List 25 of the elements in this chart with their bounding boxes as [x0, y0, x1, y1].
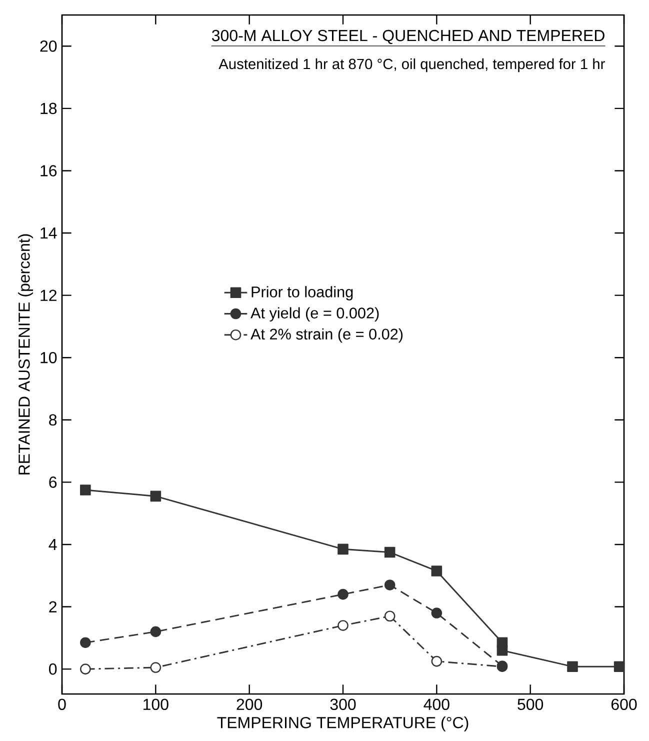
x-tick-label: 500: [518, 698, 544, 710]
y-axis-title: RETAINED AUSTENITE (percent): [18, 234, 34, 474]
x-tick-label: 300: [330, 698, 356, 710]
x-tick-label: 100: [144, 698, 168, 710]
text: 300-M ALLOY STEEL - QUENCHED AND TEMPERED: [212, 30, 604, 44]
y-tick-label: 16: [40, 165, 57, 176]
x-tick-label: 400: [424, 698, 450, 710]
x-axis-title: TEMPERING TEMPERATURE (°C): [217, 716, 468, 732]
legend-label: At 2% strain (e = 0.02): [250, 328, 403, 343]
x-tick-label: 0: [58, 698, 66, 710]
legend-label: Prior to loading: [252, 286, 353, 300]
x-tick-label: 600: [611, 698, 637, 710]
y-tick-label: 2: [49, 601, 56, 612]
y-tick-label: 4: [48, 538, 57, 550]
y-tick-label: 20: [40, 40, 57, 52]
y-tick-label: 14: [40, 228, 57, 239]
y-tick-label: 12: [40, 290, 56, 301]
y-tick-label: 10: [40, 352, 57, 364]
y-tick-label: 6: [49, 476, 57, 488]
y-tick-label: 8: [49, 414, 57, 426]
y-tick-label: 18: [40, 102, 57, 114]
text: Austenitized 1 hr at 870 °C, oil quenched, tempered for 1 hr: [218, 58, 605, 72]
x-tick-label: 200: [236, 698, 262, 710]
y-tick-label: 0: [49, 663, 57, 675]
legend-label: At yield (e = 0.002): [250, 307, 379, 322]
